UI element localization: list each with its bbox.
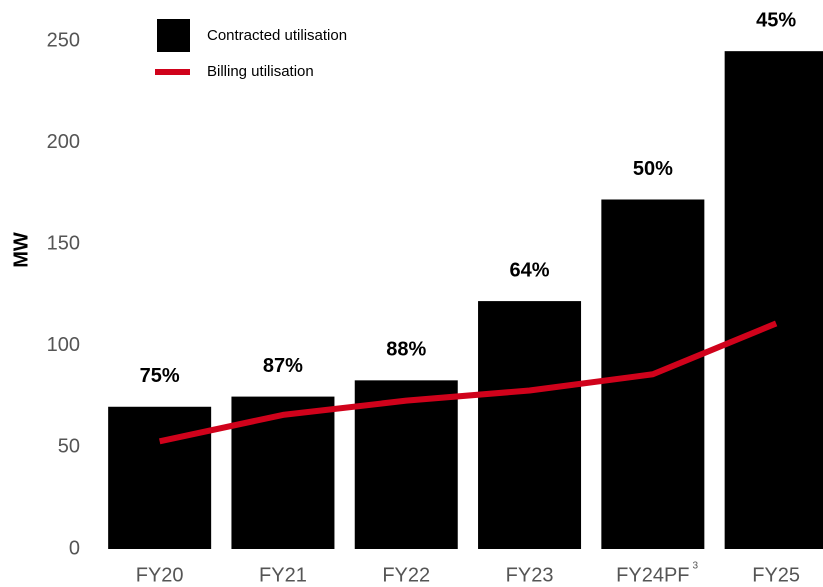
y-axis-label: MW [10, 232, 32, 268]
x-tick-label: FY22 [382, 564, 430, 586]
bar [724, 51, 823, 549]
x-tick-label: FY25 [752, 564, 800, 586]
y-tick-label: 150 [47, 232, 80, 254]
x-tick-label: FY21 [259, 564, 307, 586]
bar [354, 380, 458, 549]
x-tick-label: FY20 [136, 564, 184, 586]
bar [231, 396, 335, 549]
bar-annotation: 87% [263, 355, 303, 377]
legend-label: Billing utilisation [207, 63, 314, 80]
y-tick-label: 0 [69, 537, 80, 559]
line [159, 320, 778, 445]
x-tick-label: FY23 [506, 564, 554, 586]
bar-annotation: 75% [140, 365, 180, 387]
y-tick-label: 250 [47, 29, 80, 51]
bar [478, 301, 582, 549]
bar-annotation: 45% [756, 9, 796, 31]
bar-annotation: 50% [633, 158, 673, 180]
legend-label: Contracted utilisation [207, 27, 347, 44]
y-tick-label: 100 [47, 334, 80, 356]
x-tick-label: FY24PF [616, 564, 689, 586]
bar-annotation: 64% [510, 259, 550, 281]
bar [108, 406, 212, 549]
legend-swatch [157, 19, 190, 52]
bar-annotation: 88% [386, 339, 426, 361]
footnote-mark: 3 [693, 561, 699, 572]
y-tick-label: 50 [58, 436, 80, 458]
y-tick-label: 200 [47, 131, 80, 153]
